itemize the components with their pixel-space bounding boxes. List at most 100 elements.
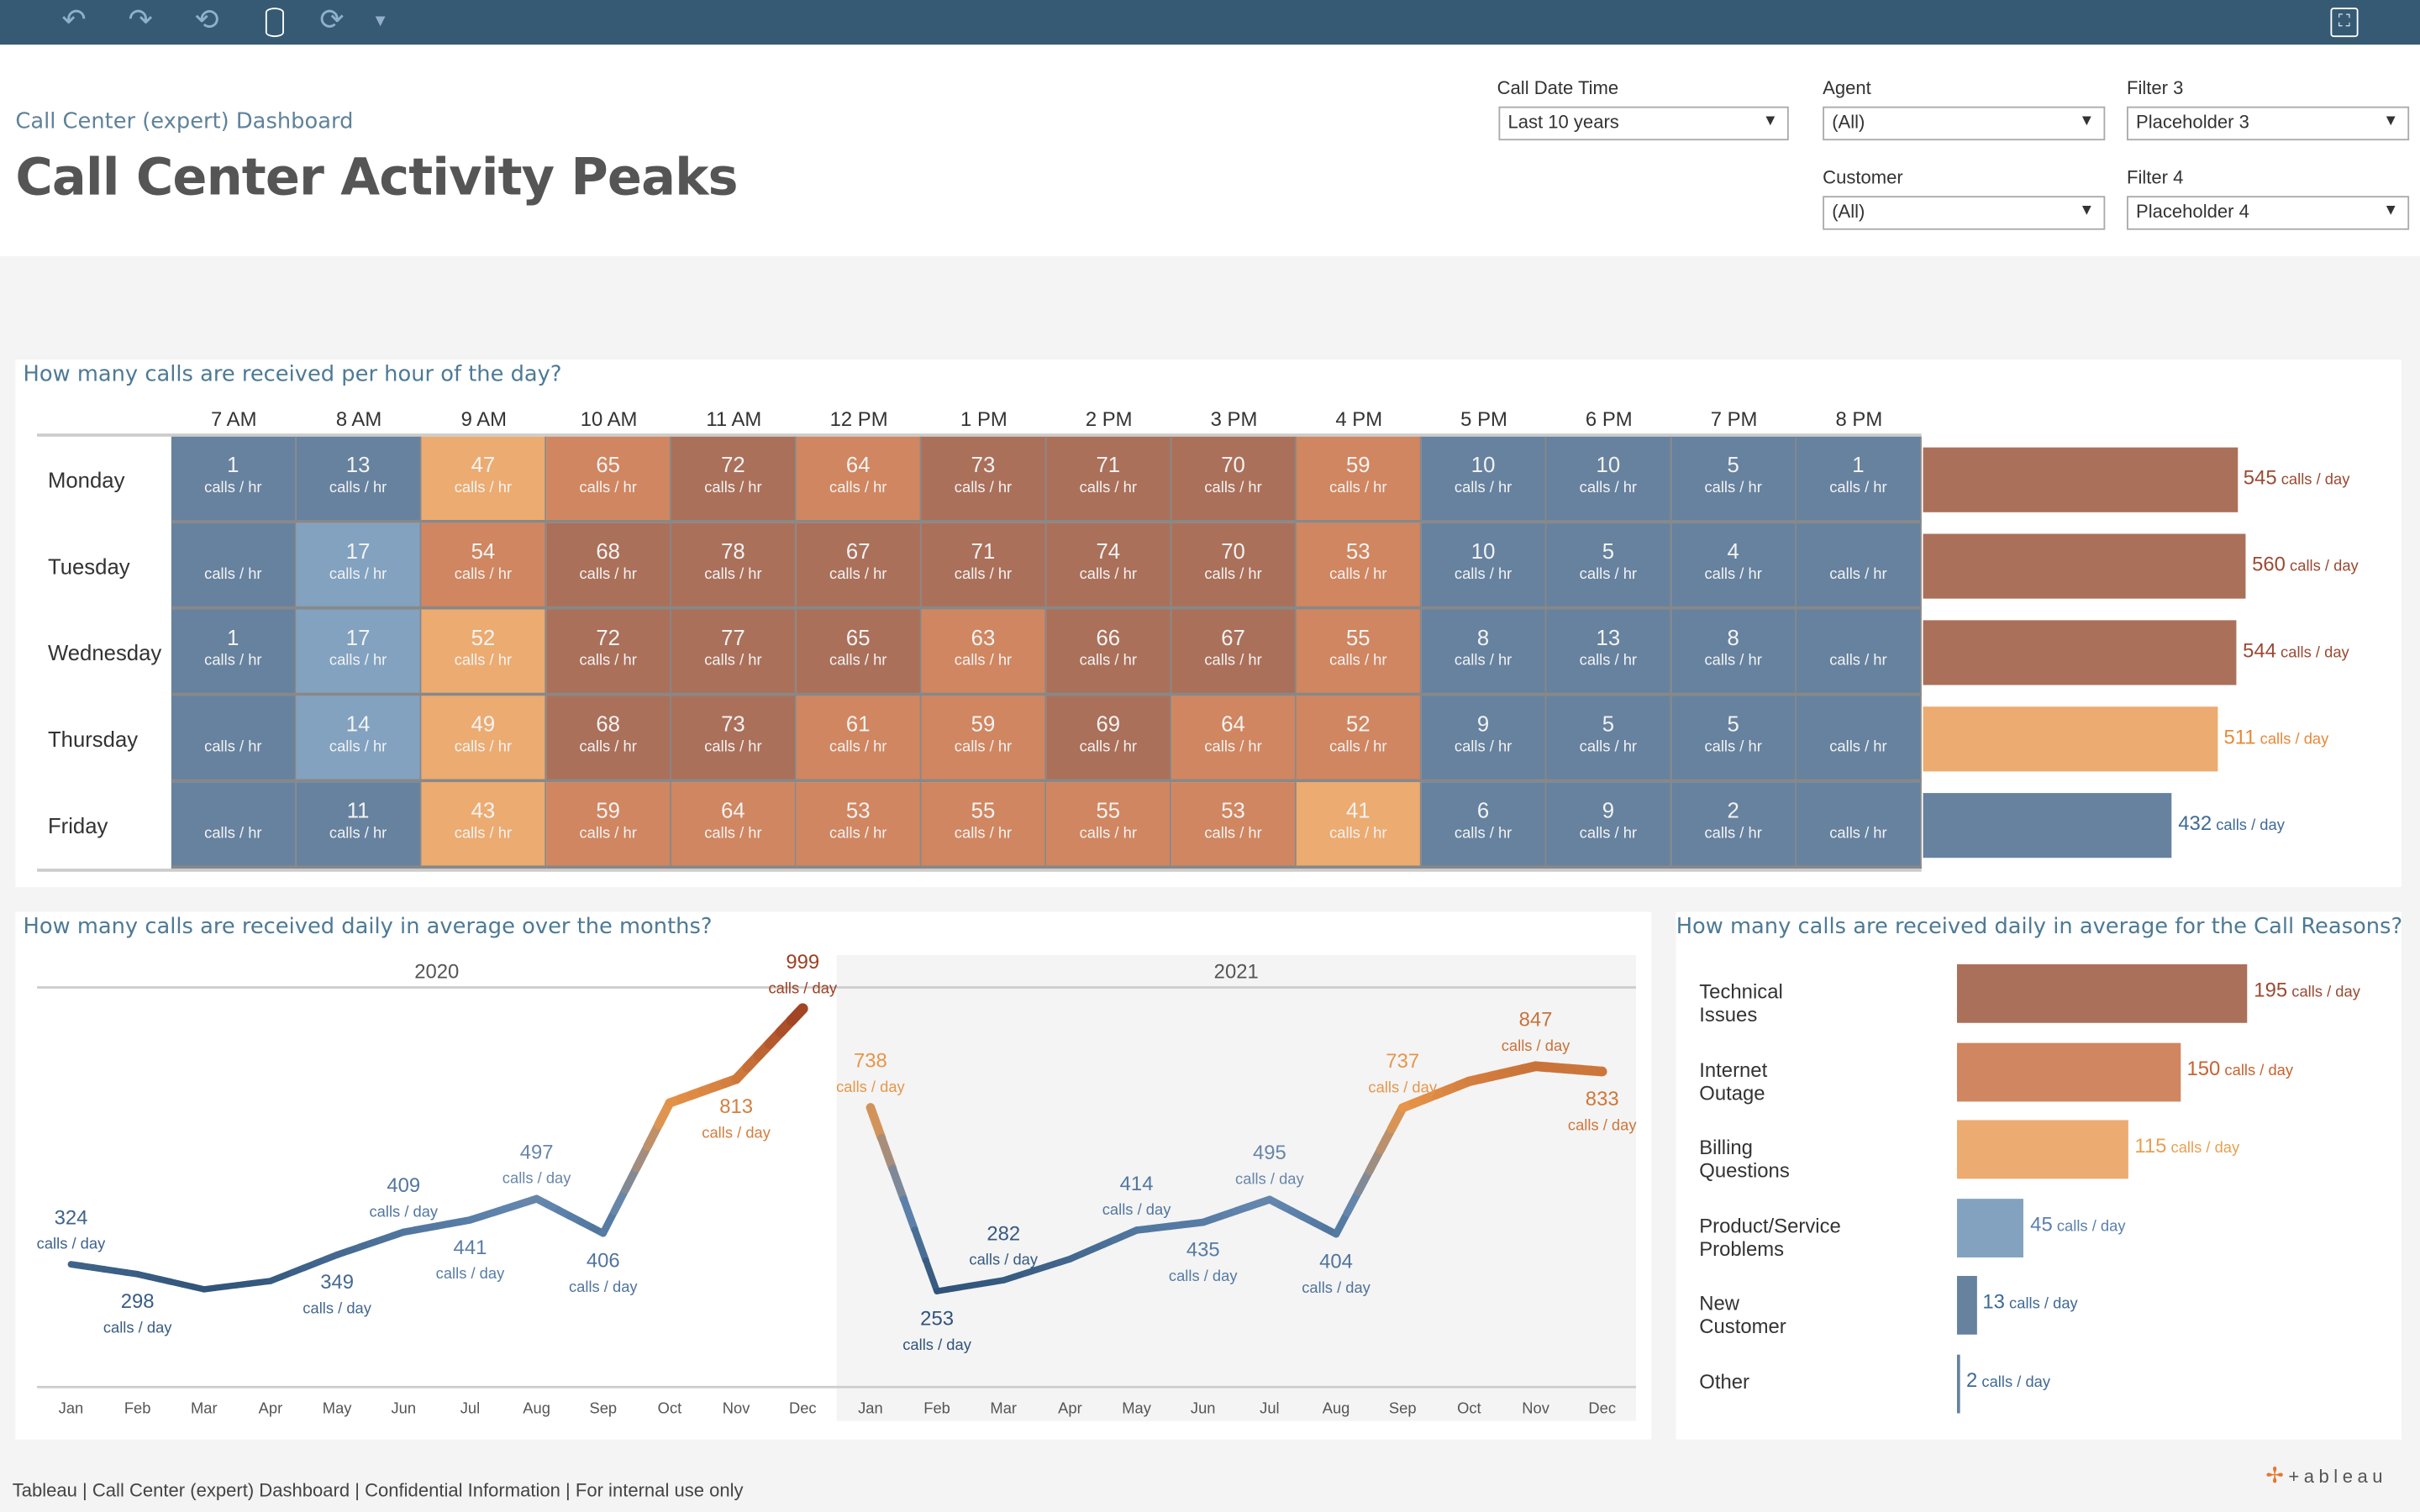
heatmap-cell[interactable]: 53 calls / hr: [1171, 782, 1297, 869]
bar-unit: calls / day: [2255, 731, 2329, 748]
heatmap-cell[interactable]: 49 calls / hr: [421, 696, 547, 783]
heatmap-cell[interactable]: 64 calls / hr: [671, 782, 797, 869]
heatmap-cell[interactable]: 5 calls / hr: [1546, 696, 1672, 783]
point-value-label: 999: [786, 951, 819, 974]
heatmap-cell[interactable]: 5 calls / hr: [1671, 436, 1797, 523]
heatmap-cell[interactable]: 73 calls / hr: [671, 696, 797, 783]
cell-unit: calls / hr: [954, 480, 1013, 497]
heatmap-cell[interactable]: 41 calls / hr: [1296, 782, 1422, 869]
daily-total-bar[interactable]: [1923, 620, 2237, 685]
heatmap-cell[interactable]: 54 calls / hr: [421, 522, 547, 610]
heatmap-cell[interactable]: 9 calls / hr: [1546, 782, 1672, 869]
heatmap-cell[interactable]: 43 calls / hr: [421, 782, 547, 869]
heatmap-cell[interactable]: 55 calls / hr: [921, 782, 1047, 869]
reason-bar[interactable]: [1956, 1276, 1977, 1336]
heatmap-cell[interactable]: 71 calls / hr: [921, 522, 1047, 610]
heatmap-cell[interactable]: 55 calls / hr: [1046, 782, 1172, 869]
heatmap-cell[interactable]: 10 calls / hr: [1546, 436, 1672, 523]
reason-label: Billing Questions: [1699, 1136, 1790, 1183]
heatmap-cell[interactable]: 65 calls / hr: [546, 436, 671, 523]
heatmap-cell[interactable]: 59 calls / hr: [921, 696, 1047, 783]
heatmap-cell[interactable]: 13 calls / hr: [1546, 609, 1672, 696]
heatmap-cell[interactable]: 53 calls / hr: [796, 782, 922, 869]
cell-unit: calls / hr: [579, 566, 637, 584]
heatmap-cell[interactable]: 14 calls / hr: [296, 696, 422, 783]
heatmap-cell[interactable]: 69 calls / hr: [1046, 696, 1172, 783]
heatmap-cell[interactable]: 66 calls / hr: [1046, 609, 1172, 696]
heatmap-cell[interactable]: 72 calls / hr: [671, 436, 797, 523]
heatmap-cell[interactable]: 17 calls / hr: [296, 609, 422, 696]
heatmap-cell[interactable]: calls / hr: [1796, 522, 1922, 610]
data-source-icon[interactable]: [265, 8, 284, 38]
heatmap-cell[interactable]: calls / hr: [171, 782, 297, 869]
heatmap-cell[interactable]: 64 calls / hr: [1171, 696, 1297, 783]
heatmap-cell[interactable]: 9 calls / hr: [1421, 696, 1547, 783]
heatmap-cell[interactable]: 63 calls / hr: [921, 609, 1047, 696]
heatmap-cell[interactable]: 17 calls / hr: [296, 522, 422, 610]
filter-customer[interactable]: (All) ▼: [1823, 196, 2106, 230]
heatmap-cell[interactable]: 59 calls / hr: [546, 782, 671, 869]
reason-bar[interactable]: [1956, 1042, 2181, 1101]
daily-total-bar[interactable]: [1923, 533, 2246, 599]
heatmap-cell[interactable]: 11 calls / hr: [296, 782, 422, 869]
point-unit-label: calls / day: [969, 1251, 1038, 1268]
daily-total-bar[interactable]: [1923, 447, 2238, 512]
fullscreen-icon[interactable]: ⛶: [2330, 8, 2359, 38]
daily-total-bar[interactable]: [1923, 706, 2218, 772]
heatmap-cell[interactable]: calls / hr: [1796, 609, 1922, 696]
heatmap-cell[interactable]: 74 calls / hr: [1046, 522, 1172, 610]
month-tick-label: Dec: [789, 1399, 817, 1416]
heatmap-cell[interactable]: 67 calls / hr: [796, 522, 922, 610]
refresh-icon[interactable]: ⟳: [319, 4, 345, 38]
heatmap-cell[interactable]: 47 calls / hr: [421, 436, 547, 523]
heatmap-cell[interactable]: 52 calls / hr: [1296, 696, 1422, 783]
heatmap-cell[interactable]: 1 calls / hr: [171, 609, 297, 696]
heatmap-cell[interactable]: 72 calls / hr: [546, 609, 671, 696]
filter-call-date-time[interactable]: Last 10 years ▼: [1498, 106, 1789, 141]
heatmap-cell[interactable]: 68 calls / hr: [546, 696, 671, 783]
heatmap-cell[interactable]: 70 calls / hr: [1171, 436, 1297, 523]
revert-icon[interactable]: ⟲: [194, 4, 219, 38]
daily-total-bar[interactable]: [1923, 793, 2172, 858]
heatmap-cell[interactable]: 78 calls / hr: [671, 522, 797, 610]
redo-icon[interactable]: ↷: [128, 4, 153, 38]
heatmap-cell[interactable]: 52 calls / hr: [421, 609, 547, 696]
filter-4[interactable]: Placeholder 4 ▼: [2127, 196, 2410, 230]
heatmap-cell[interactable]: 77 calls / hr: [671, 609, 797, 696]
heatmap-cell[interactable]: 64 calls / hr: [796, 436, 922, 523]
heatmap-cell[interactable]: calls / hr: [171, 522, 297, 610]
heatmap-cell[interactable]: calls / hr: [1796, 696, 1922, 783]
heatmap-cell[interactable]: calls / hr: [171, 696, 297, 783]
heatmap-cell[interactable]: 8 calls / hr: [1671, 609, 1797, 696]
heatmap-cell[interactable]: 59 calls / hr: [1296, 436, 1422, 523]
reason-bar[interactable]: [1956, 1198, 2024, 1257]
reason-bar[interactable]: [1956, 1120, 2129, 1179]
heatmap-cell[interactable]: 70 calls / hr: [1171, 522, 1297, 610]
undo-icon[interactable]: ↶: [61, 4, 87, 38]
heatmap-cell[interactable]: calls / hr: [1796, 782, 1922, 869]
heatmap-cell[interactable]: 73 calls / hr: [921, 436, 1047, 523]
heatmap-cell[interactable]: 55 calls / hr: [1296, 609, 1422, 696]
heatmap-cell[interactable]: 2 calls / hr: [1671, 782, 1797, 869]
reason-bar[interactable]: [1956, 1354, 1960, 1414]
heatmap-cell[interactable]: 68 calls / hr: [546, 522, 671, 610]
heatmap-cell[interactable]: 10 calls / hr: [1421, 522, 1547, 610]
dropdown-icon[interactable]: ▼: [371, 12, 389, 31]
filter-agent[interactable]: (All) ▼: [1823, 106, 2106, 141]
heatmap-cell[interactable]: 5 calls / hr: [1546, 522, 1672, 610]
heatmap-cell[interactable]: 53 calls / hr: [1296, 522, 1422, 610]
reason-bar[interactable]: [1956, 963, 2248, 1023]
heatmap-cell[interactable]: 4 calls / hr: [1671, 522, 1797, 610]
heatmap-cell[interactable]: 67 calls / hr: [1171, 609, 1297, 696]
heatmap-cell[interactable]: 8 calls / hr: [1421, 609, 1547, 696]
heatmap-cell[interactable]: 6 calls / hr: [1421, 782, 1547, 869]
heatmap-cell[interactable]: 71 calls / hr: [1046, 436, 1172, 523]
heatmap-cell[interactable]: 65 calls / hr: [796, 609, 922, 696]
heatmap-cell[interactable]: 1 calls / hr: [171, 436, 297, 523]
heatmap-cell[interactable]: 5 calls / hr: [1671, 696, 1797, 783]
heatmap-cell[interactable]: 1 calls / hr: [1796, 436, 1922, 523]
heatmap-cell[interactable]: 61 calls / hr: [796, 696, 922, 783]
filter-3[interactable]: Placeholder 3 ▼: [2127, 106, 2410, 141]
heatmap-cell[interactable]: 10 calls / hr: [1421, 436, 1547, 523]
heatmap-cell[interactable]: 13 calls / hr: [296, 436, 422, 523]
